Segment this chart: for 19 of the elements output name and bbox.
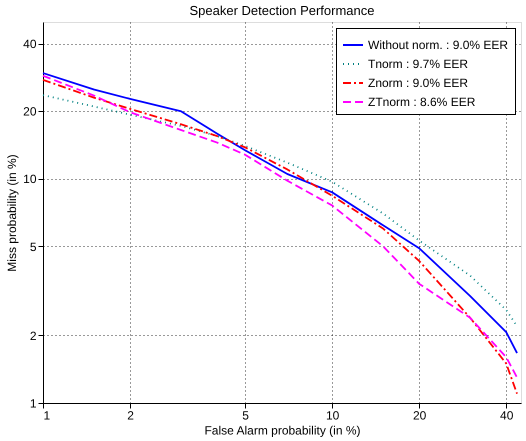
chart-title: Speaker Detection Performance (190, 3, 374, 18)
x-tick-label: 10 (326, 408, 340, 422)
x-axis-title: False Alarm probability (in %) (204, 424, 361, 438)
x-tick-label: 2 (127, 408, 134, 422)
legend-label: Tnorm : 9.7% EER (368, 57, 468, 71)
y-tick-label: 10 (23, 172, 37, 186)
x-tick-label: 5 (242, 408, 250, 422)
legend-label: ZTnorm : 8.6% EER (368, 95, 476, 109)
y-tick-label: 1 (30, 396, 37, 410)
y-tick-label: 40 (23, 37, 37, 52)
y-tick-label: 2 (30, 328, 37, 343)
x-tick-label: 1 (44, 408, 50, 422)
legend-label: Znorm : 9.0% EER (368, 76, 468, 90)
y-axis-title: Miss probability (in %) (5, 154, 20, 272)
y-tick-label: 20 (23, 104, 37, 119)
x-tick-label: 40 (500, 408, 514, 422)
x-tick-label: 20 (412, 408, 427, 422)
legend-label: Without norm. : 9.0% EER (368, 38, 508, 52)
y-tick-label: 5 (30, 240, 37, 254)
